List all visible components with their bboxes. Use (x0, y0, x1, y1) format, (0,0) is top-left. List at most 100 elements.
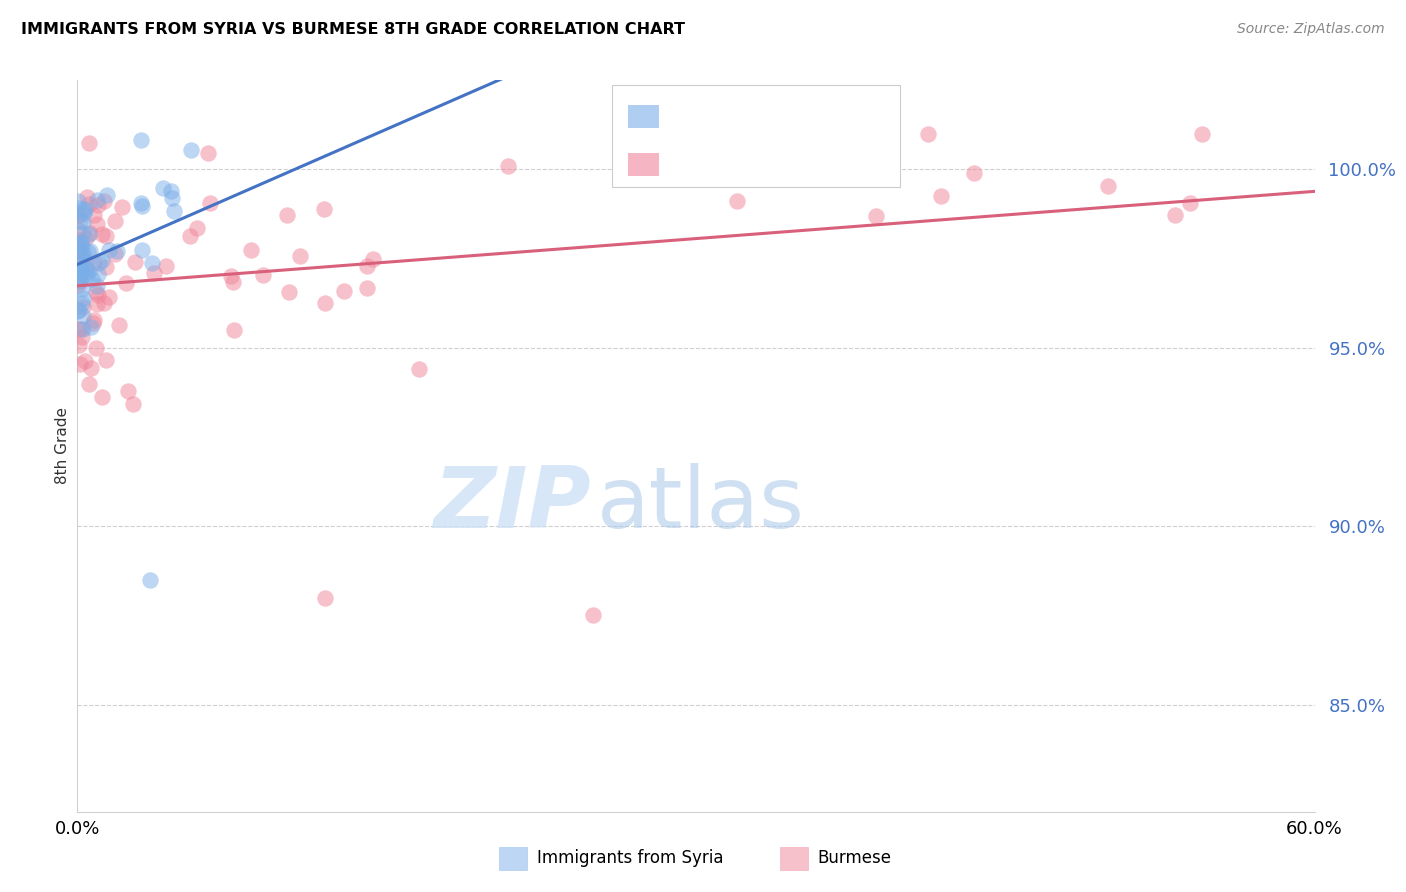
Point (67, 268, 90, 283)
Point (725, 194, 748, 209)
Point (239, 243, 262, 257)
Point (93, 194, 115, 208)
Point (865, 209, 887, 223)
Point (83, 256, 105, 270)
Point (94, 229, 117, 244)
Point (333, 285, 356, 299)
Text: IMMIGRANTS FROM SYRIA VS BURMESE 8TH GRADE CORRELATION CHART: IMMIGRANTS FROM SYRIA VS BURMESE 8TH GRA… (21, 22, 685, 37)
Point (66, 276, 89, 290)
Point (72, 226, 94, 240)
Point (77, 376, 100, 391)
Point (77, 227, 100, 242)
Point (179, 229, 201, 244)
Point (117, 384, 139, 399)
Point (103, 247, 125, 261)
Point (131, 199, 153, 213)
Text: R =: R = (671, 153, 707, 170)
Point (69, 321, 91, 335)
Point (138, 573, 160, 587)
Point (73, 354, 96, 368)
Point (76, 268, 98, 283)
Point (222, 276, 245, 290)
Point (72, 245, 94, 260)
Point (86, 288, 108, 302)
Point (155, 260, 177, 274)
Point (69, 357, 91, 371)
Point (1178, 195, 1201, 210)
Point (67, 244, 90, 259)
Point (73, 202, 96, 217)
Point (121, 396, 143, 410)
Text: 84: 84 (818, 153, 841, 170)
Point (277, 285, 299, 299)
Point (83, 313, 105, 327)
Point (75, 231, 97, 245)
Point (76, 190, 98, 204)
Point (70, 263, 93, 277)
Text: Source: ZipAtlas.com: Source: ZipAtlas.com (1237, 22, 1385, 37)
Point (72, 291, 94, 305)
Point (82, 272, 104, 286)
Point (582, 608, 605, 623)
Point (70, 250, 93, 264)
Point (89, 256, 111, 270)
Point (91, 253, 114, 268)
Point (82, 316, 104, 330)
Point (72, 296, 94, 310)
Point (141, 256, 163, 270)
Point (98, 290, 121, 304)
Point (1191, 127, 1213, 141)
Text: 60: 60 (818, 104, 841, 122)
Point (66, 194, 89, 208)
Point (70, 262, 93, 277)
Point (66, 277, 89, 292)
Point (70, 244, 93, 259)
Point (160, 190, 183, 204)
Point (93, 295, 115, 310)
Point (66, 244, 89, 258)
Point (72, 283, 94, 297)
Point (200, 195, 222, 210)
Point (356, 259, 378, 273)
Text: N =: N = (772, 153, 820, 170)
Text: Immigrants from Syria: Immigrants from Syria (537, 849, 724, 867)
Point (84, 285, 107, 299)
Point (67, 208, 90, 222)
Point (131, 244, 153, 258)
Text: 0.327: 0.327 (710, 153, 763, 170)
Point (80, 320, 103, 334)
Point (67, 338, 90, 352)
Point (929, 188, 952, 202)
Point (79, 226, 101, 240)
Point (143, 266, 166, 280)
Point (79, 263, 101, 277)
Point (72, 252, 94, 266)
Point (222, 323, 245, 337)
Point (66, 222, 89, 236)
Point (80, 360, 103, 375)
Point (917, 127, 939, 141)
Point (77, 197, 100, 211)
Point (1097, 179, 1119, 194)
Point (73, 206, 96, 220)
Point (356, 281, 378, 295)
Point (90, 227, 112, 241)
Point (72, 322, 94, 336)
Y-axis label: 8th Grade: 8th Grade (55, 408, 70, 484)
Point (69, 264, 91, 278)
Point (70, 255, 93, 269)
Point (219, 268, 242, 283)
Point (114, 277, 136, 291)
Text: N =: N = (772, 104, 820, 122)
Point (72, 215, 94, 229)
Point (312, 202, 335, 216)
Point (69, 274, 91, 288)
Point (252, 268, 274, 282)
Point (96, 353, 118, 368)
Point (963, 166, 986, 180)
Point (66, 304, 89, 318)
Point (96, 260, 118, 274)
Point (79, 244, 101, 259)
Point (73, 268, 96, 283)
Point (70, 267, 93, 281)
